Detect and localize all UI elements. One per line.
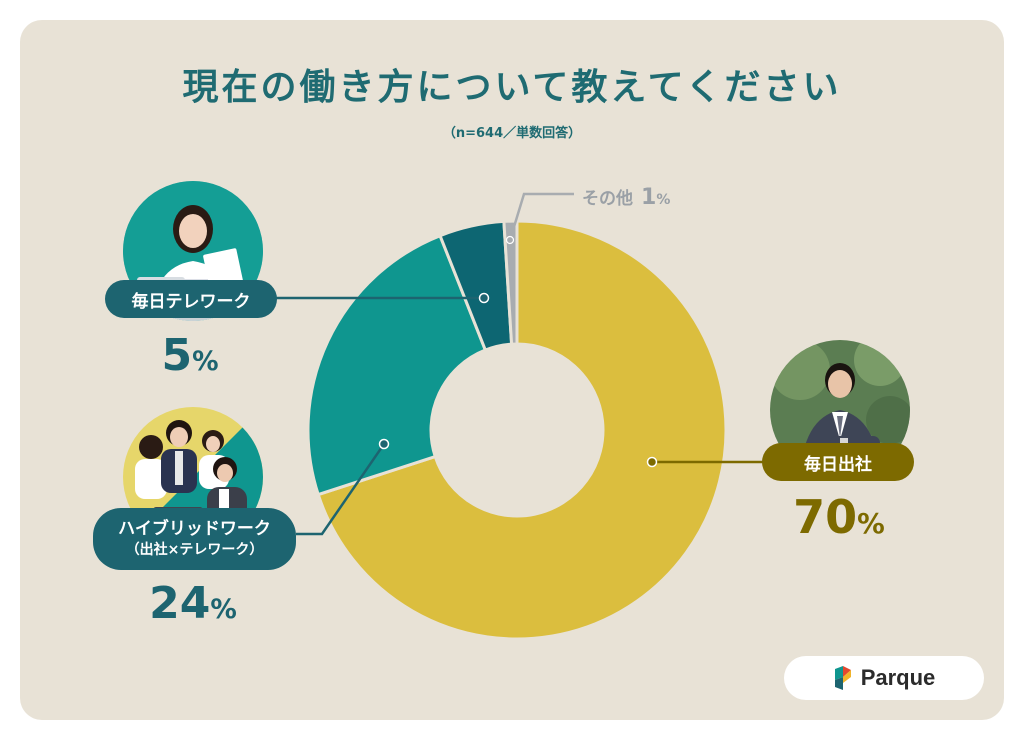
hybrid-label-line2: （出社×テレワーク） [125,542,264,559]
remote-label: 毎日テレワーク [131,291,251,312]
slice-office [316,219,728,641]
brand-logo-badge[interactable]: Parque [784,656,984,700]
office-unit: % [857,507,885,540]
other-name: その他 [582,189,633,209]
office-label: 毎日出社 [804,454,872,475]
slice-hybrid [306,233,488,497]
other-value: 1 [641,185,657,210]
leader-line-hybrid [296,443,386,536]
chart-subtitle: （n=644／単数回答） [442,126,582,141]
leader-dot-remote [478,292,490,304]
hybrid-label-line1: ハイブリッドワーク [118,519,271,540]
brand-name: Parque [860,665,936,690]
leader-line-other [508,192,574,241]
remote-label-pill: 毎日テレワーク [105,280,277,318]
hybrid-label-pill: ハイブリッドワーク （出社×テレワーク） [93,508,296,570]
remote-percent: 5% [120,330,260,381]
parque-logo-icon [834,666,851,690]
leader-dot-other [505,235,515,245]
hybrid-value: 24 [149,578,211,629]
remote-value: 5 [161,330,193,381]
remote-unit: % [192,346,219,377]
hybrid-unit: % [210,594,237,625]
other-unit: % [656,192,671,208]
slice-other [502,219,519,346]
other-label: その他 1% [582,184,670,210]
office-percent: 70% [764,490,914,544]
office-value: 70 [793,490,858,544]
leader-dot-office [646,456,658,468]
hybrid-percent: 24% [118,578,268,629]
office-label-pill: 毎日出社 [762,443,914,481]
chart-title: 現在の働き方について教えてください [182,67,842,108]
leader-dot-hybrid [378,438,390,450]
